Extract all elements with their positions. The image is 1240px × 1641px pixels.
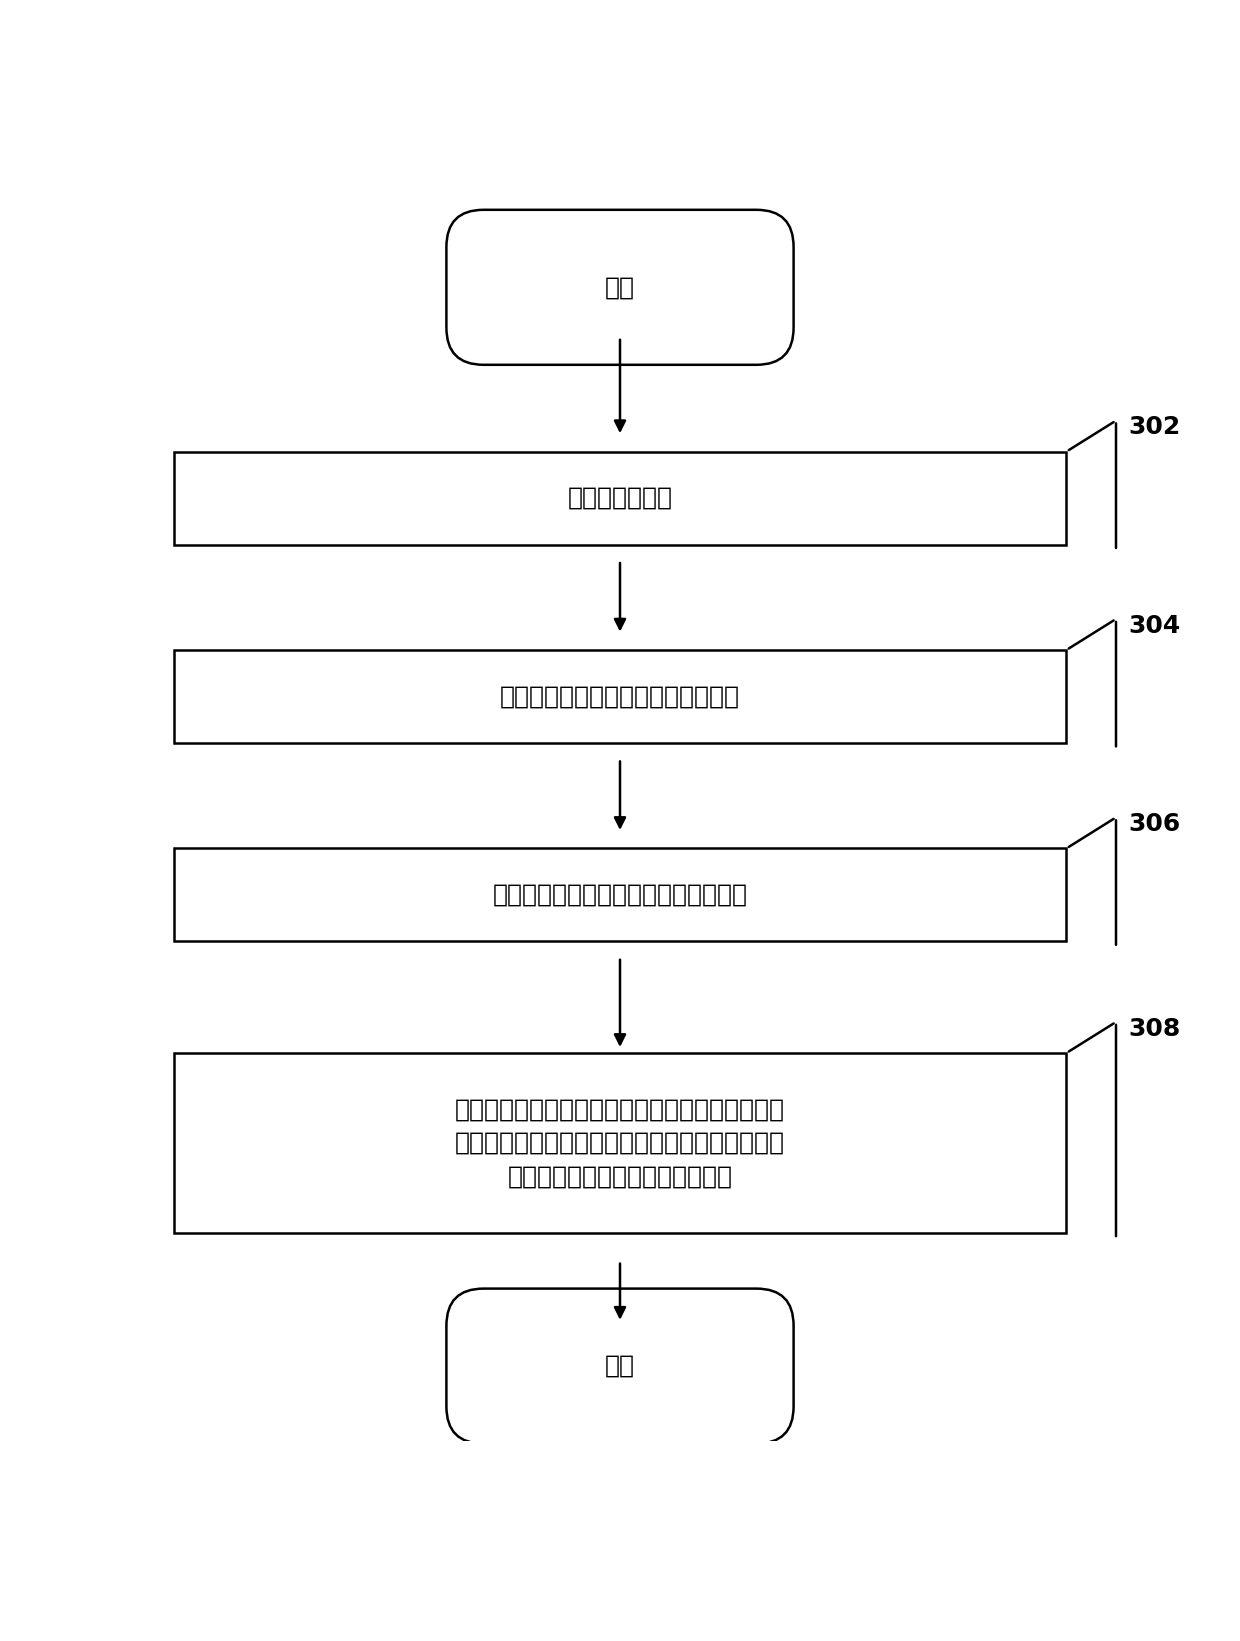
Text: 开始: 开始 — [605, 276, 635, 299]
Text: 结束: 结束 — [605, 1354, 635, 1378]
Text: 308: 308 — [1128, 1017, 1180, 1040]
Text: 304: 304 — [1128, 614, 1180, 638]
Text: 306: 306 — [1128, 812, 1180, 835]
Text: 提供半导体结构: 提供半导体结构 — [568, 486, 672, 510]
Text: 在半导体结构上形成间隔设置的第一栅极隔槽和第
二栅极隔槽、以及位于第一栅极隔槽和第二栅极隔
槽之间的一个或多个第三栅极隔槽: 在半导体结构上形成间隔设置的第一栅极隔槽和第 二栅极隔槽、以及位于第一栅极隔槽和… — [455, 1098, 785, 1188]
FancyBboxPatch shape — [174, 1054, 1066, 1232]
FancyBboxPatch shape — [174, 451, 1066, 545]
FancyBboxPatch shape — [174, 848, 1066, 942]
Text: 在半导体结构上形成贯穿阵列阻隔结构: 在半导体结构上形成贯穿阵列阻隔结构 — [492, 883, 748, 907]
FancyBboxPatch shape — [446, 1288, 794, 1444]
FancyBboxPatch shape — [174, 650, 1066, 743]
FancyBboxPatch shape — [446, 210, 794, 364]
Text: 302: 302 — [1128, 415, 1180, 440]
Text: 形成贯穿交替堆叠层的虚拟沟道孔列: 形成贯穿交替堆叠层的虚拟沟道孔列 — [500, 684, 740, 709]
